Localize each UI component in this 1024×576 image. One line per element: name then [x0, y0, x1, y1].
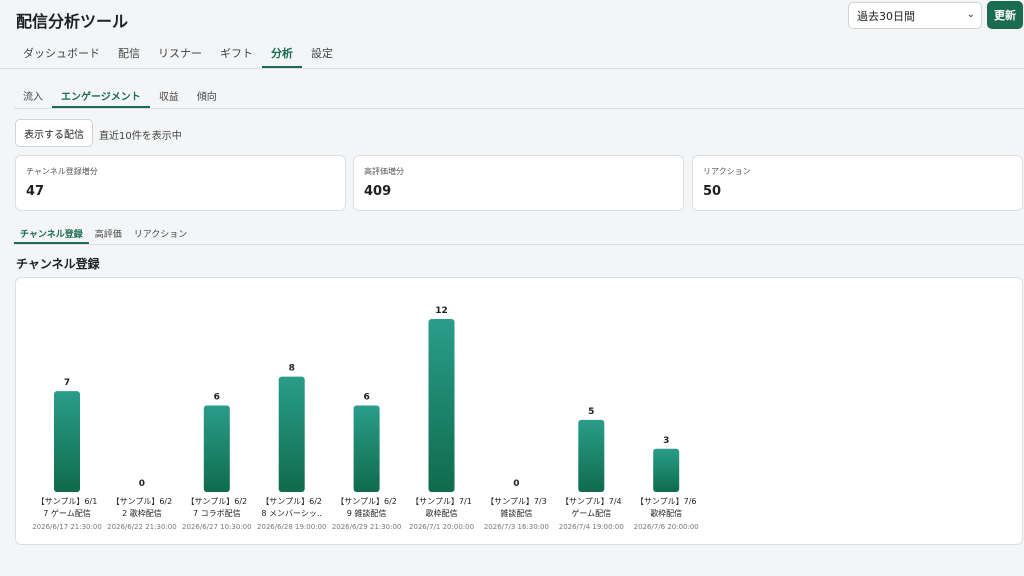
- x-tick-label: 【サンプル】7/4: [561, 497, 622, 506]
- bar-value-label: 0: [139, 479, 145, 489]
- x-tick-label: 2 歌枠配信: [122, 508, 162, 518]
- main-tabs-divider: [0, 68, 1024, 69]
- x-tick-label: 8 メンバーシッ..: [261, 509, 322, 518]
- stat-card-reactions: リアクション 50: [692, 155, 1023, 211]
- bar: [428, 319, 455, 492]
- metric-tab-subscribers[interactable]: チャンネル登録: [14, 222, 89, 244]
- date-range-select[interactable]: 過去30日間 ⌄: [848, 2, 982, 29]
- subtab-engagement[interactable]: エンゲージメント: [52, 80, 150, 108]
- chevron-down-icon: ⌄: [966, 9, 975, 20]
- bar: [653, 448, 680, 492]
- tab-streams[interactable]: 配信: [118, 47, 140, 60]
- bar-value-label: 12: [435, 306, 448, 316]
- x-tick-datetime: 2026/6/22 21:30:00: [107, 523, 177, 531]
- stat-label: 高評価増分: [364, 167, 404, 176]
- x-tick-label: 【サンプル】6/2: [261, 497, 322, 506]
- bar-value-label: 8: [289, 364, 295, 374]
- x-tick-datetime: 2026/7/3 16:30:00: [484, 523, 549, 531]
- stat-value: 409: [364, 184, 392, 199]
- tab-gifts[interactable]: ギフト: [220, 47, 253, 60]
- x-tick-label: 歌枠配信: [650, 508, 682, 518]
- stat-label: リアクション: [703, 167, 751, 176]
- subtab-trends[interactable]: 傾向: [196, 92, 217, 103]
- metric-tabs-divider: [14, 244, 1024, 245]
- x-tick-label: 9 雑談配信: [347, 508, 387, 518]
- streams-info-text: 直近10件を表示中: [99, 131, 182, 142]
- chart-card: 7 【サンプル】6/1 7 ゲーム配信 2026/6/17 21:30:00 0 【サンプ…: [15, 277, 1023, 545]
- stat-label: チャンネル登録増分: [26, 167, 98, 176]
- x-tick-datetime: 2026/7/6 20:00:00: [634, 523, 699, 531]
- x-tick-datetime: 2026/6/17 21:30:00: [32, 523, 102, 531]
- x-tick-label: 【サンプル】7/3: [486, 497, 547, 506]
- tab-listeners[interactable]: リスナー: [158, 47, 202, 60]
- bar-value-label: 7: [64, 378, 70, 388]
- x-tick-datetime: 2026/6/27 10:30:00: [182, 523, 252, 531]
- bar-value-label: 5: [588, 407, 594, 417]
- subtab-revenue[interactable]: 収益: [158, 92, 179, 103]
- bar-value-label: 6: [363, 393, 369, 403]
- tab-dashboard[interactable]: ダッシュボード: [23, 47, 100, 60]
- bar: [578, 419, 605, 492]
- x-tick-label: ゲーム配信: [571, 508, 611, 518]
- x-tick-datetime: 2026/6/28 19:00:00: [257, 523, 327, 531]
- date-range-value: 過去30日間: [857, 9, 915, 23]
- x-tick-label: 歌枠配信: [426, 508, 458, 518]
- tab-analysis[interactable]: 分析: [262, 36, 302, 68]
- bar: [203, 405, 230, 492]
- x-tick-label: 【サンプル】6/2: [112, 497, 173, 506]
- metric-tab-reactions[interactable]: リアクション: [133, 230, 188, 240]
- x-tick-label: 【サンプル】7/1: [411, 497, 472, 506]
- metric-tab-likes[interactable]: 高評価: [94, 230, 122, 240]
- x-tick-label: 雑談配信: [500, 508, 532, 518]
- x-tick-label: 7 コラボ配信: [193, 508, 241, 518]
- x-tick-datetime: 2026/6/29 21:30:00: [332, 523, 402, 531]
- stat-card-likes: 高評価増分 409: [353, 155, 684, 211]
- main-tabs: ダッシュボード 配信 リスナー ギフト 分析 設定: [14, 36, 342, 68]
- sub-tabs: 流入 エンゲージメント 収益 傾向: [14, 80, 226, 108]
- bar: [353, 405, 380, 492]
- select-streams-button[interactable]: 表示する配信: [15, 119, 93, 147]
- bar-value-label: 0: [513, 479, 519, 489]
- tab-settings[interactable]: 設定: [311, 47, 333, 60]
- x-tick-label: 【サンプル】6/2: [336, 497, 397, 506]
- chart-title: チャンネル登録: [16, 257, 100, 271]
- sub-tabs-divider: [14, 108, 1024, 109]
- bar: [54, 391, 80, 492]
- app-title: 配信分析ツール: [16, 12, 129, 31]
- x-tick-datetime: 2026/7/1 20:00:00: [409, 523, 474, 531]
- stat-card-subscribers: チャンネル登録増分 47: [15, 155, 346, 211]
- update-button[interactable]: 更新: [987, 1, 1023, 29]
- bar-chart: 7 【サンプル】6/1 7 ゲーム配信 2026/6/17 21:30:00 0 【サンプ…: [32, 306, 699, 531]
- bar: [278, 376, 305, 492]
- x-tick-datetime: 2026/7/4 19:00:00: [559, 523, 624, 531]
- bar-value-label: 3: [663, 436, 669, 446]
- x-tick-label: 【サンプル】6/2: [186, 497, 247, 506]
- x-tick-label: 【サンプル】7/6: [636, 497, 697, 506]
- metric-tabs: チャンネル登録 高評価 リアクション: [14, 222, 193, 244]
- x-tick-label: 【サンプル】6/1: [37, 497, 98, 506]
- stat-value: 47: [26, 184, 45, 199]
- subtab-inflow[interactable]: 流入: [23, 92, 43, 103]
- stat-value: 50: [703, 184, 722, 199]
- bar-value-label: 6: [214, 393, 220, 403]
- x-tick-label: 7 ゲーム配信: [43, 508, 90, 518]
